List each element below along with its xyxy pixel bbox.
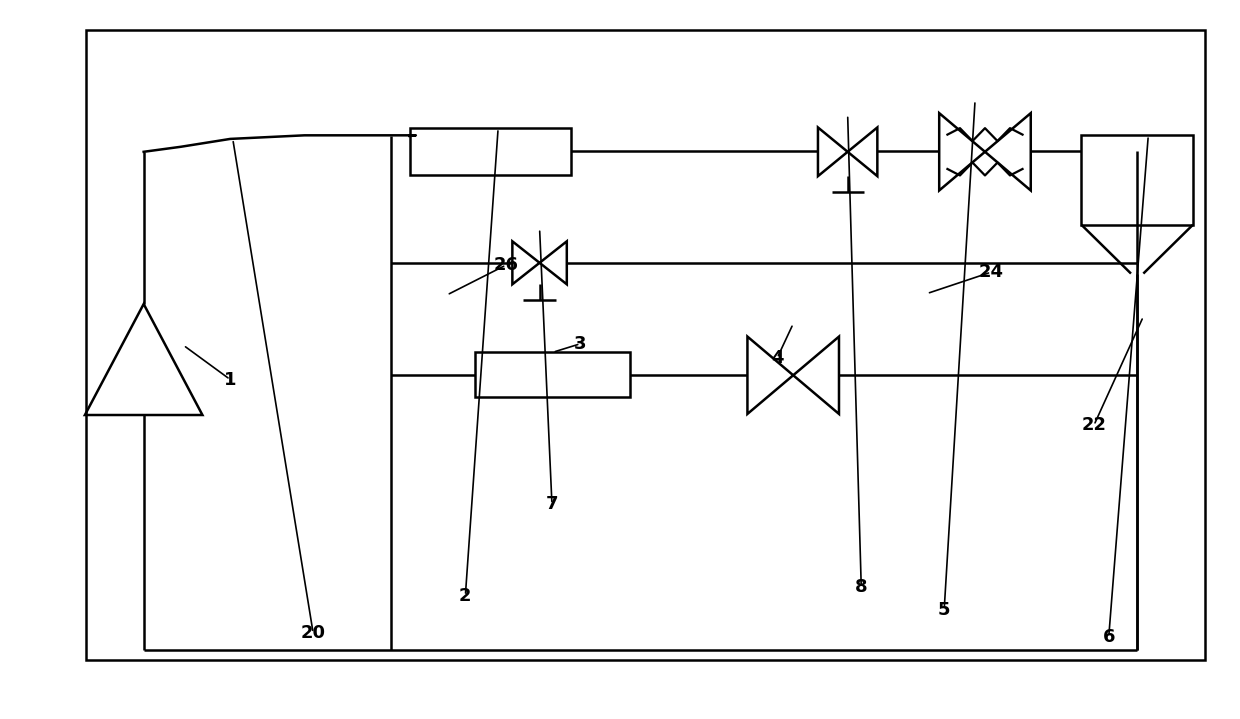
Text: 24: 24 [978, 263, 1003, 281]
Text: 20: 20 [300, 624, 326, 642]
Text: 26: 26 [494, 256, 518, 274]
Bar [86, 30, 1205, 660]
Text: 7: 7 [546, 495, 558, 513]
Text: 2: 2 [459, 587, 471, 605]
Text: 8: 8 [854, 578, 868, 596]
Bar [1081, 135, 1193, 225]
Text: 4: 4 [771, 349, 784, 367]
Bar [409, 128, 570, 175]
Bar [475, 352, 630, 397]
Text: 1: 1 [224, 370, 237, 388]
Text: 5: 5 [937, 601, 950, 619]
Text: 3: 3 [574, 335, 587, 353]
Text: 6: 6 [1102, 628, 1115, 646]
Text: 22: 22 [1081, 416, 1106, 434]
